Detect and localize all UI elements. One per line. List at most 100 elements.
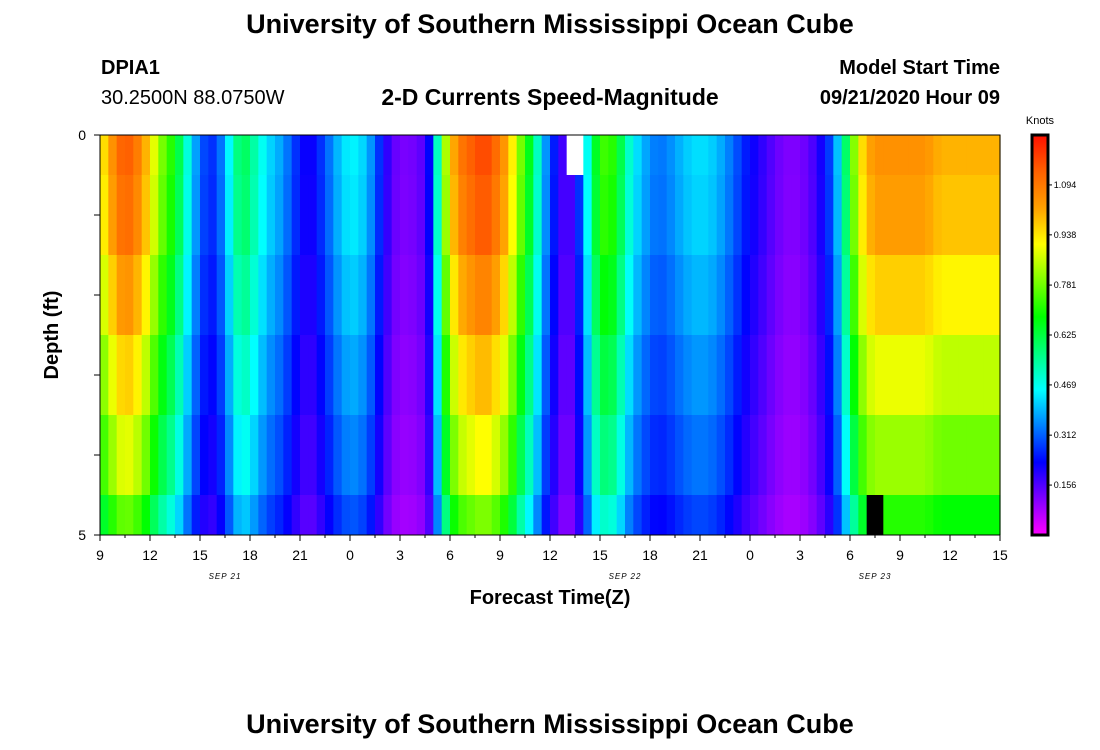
heatmap-cell xyxy=(908,255,918,335)
heatmap-cell xyxy=(675,495,684,535)
heatmap-cell xyxy=(766,335,776,415)
model-start-value: 09/21/2020 Hour 09 xyxy=(819,87,1000,109)
heatmap-cell xyxy=(208,175,218,255)
heatmap-cell xyxy=(491,255,501,335)
heatmap-cell xyxy=(608,255,618,335)
heatmap-cell xyxy=(375,175,384,255)
heatmap-cell xyxy=(275,495,284,535)
heatmap-cell xyxy=(841,495,851,535)
heatmap-cell xyxy=(916,255,926,335)
heatmap-cell xyxy=(550,495,559,535)
heatmap-cell xyxy=(366,335,376,415)
heatmap-cell xyxy=(833,175,843,255)
heatmap-cell xyxy=(666,495,676,535)
heatmap-cell xyxy=(100,495,109,535)
heatmap-cell xyxy=(483,415,493,495)
heatmap-cell xyxy=(383,495,393,535)
heatmap-cell xyxy=(150,255,159,335)
heatmap-cell xyxy=(416,495,426,535)
heatmap-cell xyxy=(658,495,668,535)
heatmap-cell xyxy=(891,255,901,335)
heatmap-cell xyxy=(133,495,143,535)
heatmap-cell xyxy=(233,495,243,535)
heatmap-cell xyxy=(708,135,718,175)
heatmap-cell xyxy=(900,415,909,495)
model-start-label: Model Start Time xyxy=(839,57,1000,79)
heatmap-cell xyxy=(566,255,576,335)
heatmap-cell xyxy=(191,335,201,415)
heatmap-cell xyxy=(808,255,818,335)
heatmap-cell xyxy=(866,135,876,175)
heatmap-cell xyxy=(791,415,801,495)
heatmap-cell xyxy=(250,135,259,175)
heatmap-cell xyxy=(650,495,659,535)
heatmap-cell xyxy=(508,175,518,255)
heatmap-cell xyxy=(166,175,176,255)
heatmap-cell xyxy=(766,175,776,255)
heatmap-cell xyxy=(691,495,701,535)
heatmap-cell xyxy=(991,335,1001,415)
heatmap-cell xyxy=(966,415,976,495)
date-label: SEP 21 xyxy=(209,572,242,581)
heatmap-cell xyxy=(241,495,251,535)
colorbar-tick-label: 0.156 xyxy=(1054,480,1077,490)
heatmap-cell xyxy=(483,335,493,415)
heatmap-cell xyxy=(108,415,118,495)
heatmap-cell xyxy=(125,415,134,495)
heatmap-cell xyxy=(650,255,659,335)
heatmap-cell xyxy=(833,495,843,535)
heatmap-cell xyxy=(608,415,618,495)
heatmap-cell xyxy=(333,415,343,495)
heatmap-cell xyxy=(541,415,551,495)
heatmap-cell xyxy=(633,255,643,335)
x-tick-label: 9 xyxy=(896,547,904,563)
heatmap-cell xyxy=(858,495,868,535)
date-label: SEP 23 xyxy=(859,572,892,581)
heatmap-cell xyxy=(825,495,834,535)
heatmap-cell xyxy=(525,335,534,415)
heatmap-cell xyxy=(458,335,468,415)
heatmap-cell xyxy=(166,335,176,415)
heatmap-cell xyxy=(950,495,959,535)
x-tick-label: 18 xyxy=(242,547,258,563)
heatmap-cell xyxy=(916,175,926,255)
heatmap-cell xyxy=(208,415,218,495)
heatmap-cell xyxy=(116,335,126,415)
heatmap-cell xyxy=(125,335,134,415)
page-title-bottom: University of Southern Mississippi Ocean… xyxy=(246,709,854,739)
heatmap-cell xyxy=(583,335,593,415)
heatmap-cell xyxy=(975,335,984,415)
heatmap-cell xyxy=(150,335,159,415)
heatmap-cell xyxy=(533,335,543,415)
heatmap-cell xyxy=(208,255,218,335)
y-tick-label: 0 xyxy=(78,127,86,143)
heatmap-cell xyxy=(558,175,568,255)
page-title-top: University of Southern Mississippi Ocean… xyxy=(246,9,854,39)
heatmap-cell xyxy=(616,415,626,495)
heatmap-cell xyxy=(408,335,418,415)
heatmap-cell xyxy=(475,175,484,255)
heatmap-cell xyxy=(416,335,426,415)
heatmap-cell xyxy=(541,135,551,175)
heatmap-cell xyxy=(566,495,576,535)
heatmap-cell xyxy=(375,415,384,495)
heatmap-cell xyxy=(316,495,326,535)
heatmap-cell xyxy=(875,415,884,495)
heatmap-cell xyxy=(758,335,768,415)
heatmap-cell xyxy=(233,135,243,175)
heatmap-cell xyxy=(625,335,634,415)
heatmap-cell xyxy=(400,495,409,535)
heatmap-cell xyxy=(741,135,751,175)
heatmap-cell xyxy=(358,335,368,415)
heatmap-cell xyxy=(116,135,126,175)
heatmap-cell xyxy=(941,335,951,415)
heatmap-cell xyxy=(508,495,518,535)
heatmap-cell xyxy=(941,255,951,335)
heatmap-cell xyxy=(816,255,826,335)
heatmap-cell xyxy=(675,335,684,415)
heatmap-cell xyxy=(875,335,884,415)
heatmap-cell xyxy=(716,175,726,255)
heatmap-cell xyxy=(225,335,234,415)
heatmap-cell xyxy=(933,255,943,335)
heatmap-cell xyxy=(716,415,726,495)
